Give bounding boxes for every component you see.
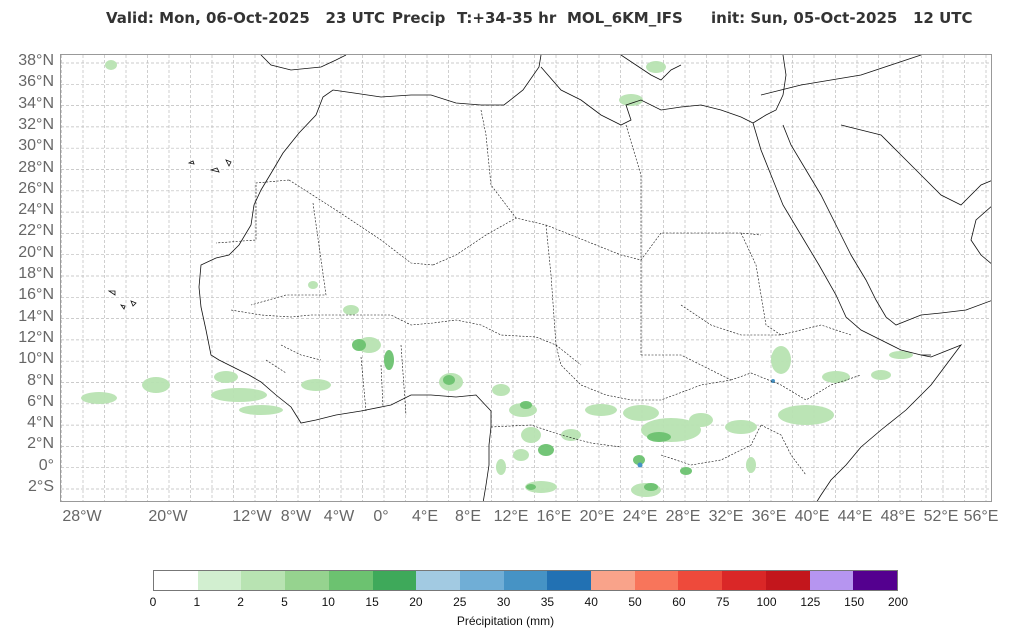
longitude-label: 56°E [963, 508, 999, 525]
colorbar-segment [241, 571, 286, 590]
latitude-label: 34°N [18, 94, 54, 112]
colorbar-tick-label: 5 [281, 595, 288, 609]
longitude-label: 36°E [751, 508, 787, 525]
title-lead-time: T:+34-35 hr [457, 9, 557, 27]
colorbar-tick-label: 200 [887, 595, 909, 609]
longitude-label: 40°E [794, 508, 830, 525]
precip-areas [81, 60, 913, 497]
colorbar-segment [197, 571, 242, 590]
colorbar-segment [678, 571, 723, 590]
latitude-label: 14°N [18, 307, 54, 325]
title-valid-time: Valid: Mon, 06-Oct-2025 23 UTC [106, 9, 386, 27]
longitude-label: 48°E [880, 508, 916, 525]
colorbar-tick-label: 15 [365, 595, 379, 609]
longitude-label: 28°W [62, 508, 102, 525]
latitude-label: 26°N [18, 179, 54, 197]
longitude-label: 52°E [923, 508, 959, 525]
latitude-label: 4°N [27, 414, 54, 432]
colorbar-tick-label: 10 [321, 595, 335, 609]
colorbar [153, 570, 898, 591]
latitude-label: 28°N [18, 158, 54, 176]
title-init-time: init: Sun, 05-Oct-2025 12 UTC [711, 9, 973, 27]
colorbar-segment [765, 571, 810, 590]
latitude-label: 12°N [18, 328, 54, 346]
coastlines [107, 55, 991, 501]
colorbar-segment [372, 571, 417, 590]
colorbar-segment [547, 571, 592, 590]
colorbar-tick-label: 20 [409, 595, 423, 609]
colorbar-segment [809, 571, 854, 590]
latitude-label: 18°N [18, 265, 54, 282]
longitude-label: 20°W [148, 508, 188, 525]
longitude-label: 4°E [412, 508, 438, 525]
colorbar-segment [285, 571, 329, 590]
latitude-label: 6°N [27, 392, 54, 410]
longitude-label: 32°E [708, 508, 744, 525]
colorbar-segment [154, 571, 198, 590]
latitude-label: 2°S [28, 478, 54, 495]
longitude-label: 12°W [232, 508, 272, 525]
colorbar-tick-label: 150 [844, 595, 865, 609]
colorbar-segment [459, 571, 504, 590]
colorbar-tick-label: 40 [584, 595, 598, 609]
map-title: Valid: Mon, 06-Oct-2025 23 UTC Precip T:… [0, 9, 1011, 117]
latitude-label: 8°N [27, 371, 54, 389]
latitude-label: 10°N [18, 350, 54, 368]
latitude-label: 32°N [18, 115, 54, 133]
longitude-label: 44°E [837, 508, 873, 525]
country-borders [215, 109, 862, 476]
colorbar-tick-label: 125 [800, 595, 821, 609]
latitude-label: 22°N [18, 222, 54, 240]
colorbar-segment [853, 571, 897, 590]
colorbar-tick-label: 100 [756, 595, 777, 609]
title-model: MOL_6KM_IFS [567, 9, 683, 27]
map-canvas [61, 55, 991, 501]
colorbar-tick-label: 25 [453, 595, 467, 609]
colorbar-tick-label: 75 [716, 595, 730, 609]
colorbar-segment [503, 571, 548, 590]
colorbar-tick-label: 0 [149, 595, 157, 609]
colorbar-tick-label: 50 [628, 595, 642, 609]
longitude-label: 28°E [665, 508, 701, 525]
longitude-label: 24°E [622, 508, 658, 525]
latitude-label: 0° [38, 456, 54, 474]
colorbar-tick-label: 30 [496, 595, 511, 609]
colorbar-segment [416, 571, 460, 590]
longitude-label: 12°E [493, 508, 529, 525]
colorbar-tick-label: 1 [193, 595, 201, 609]
precip-map [60, 54, 992, 502]
colorbar-tick-label: 60 [672, 595, 686, 609]
latitude-label: 2°N [27, 435, 54, 453]
title-field: Precip [392, 9, 446, 27]
graticule-grid [61, 55, 991, 501]
colorbar-segment [591, 571, 635, 590]
colorbar-tick-label: 2 [237, 595, 244, 609]
longitude-label: 8°E [455, 508, 481, 525]
colorbar-label: Précipitation (mm) [456, 614, 555, 628]
longitude-label: 16°E [536, 508, 572, 525]
colorbar-segment [634, 571, 679, 590]
latitude-label: 30°N [18, 137, 54, 155]
longitude-label: 20°E [579, 508, 615, 525]
longitude-label: 0° [373, 508, 389, 525]
latitude-label: 24°N [18, 201, 54, 219]
latitude-label: 36°N [18, 73, 54, 91]
longitude-label: 8°W [280, 508, 312, 525]
longitude-label: 4°W [323, 508, 355, 525]
colorbar-segment [328, 571, 373, 590]
latitude-label: 20°N [18, 243, 54, 261]
colorbar-segment [722, 571, 766, 590]
latitude-label: 16°N [18, 286, 54, 304]
latitude-label: 38°N [18, 52, 54, 69]
colorbar-tick-label: 35 [540, 595, 555, 609]
